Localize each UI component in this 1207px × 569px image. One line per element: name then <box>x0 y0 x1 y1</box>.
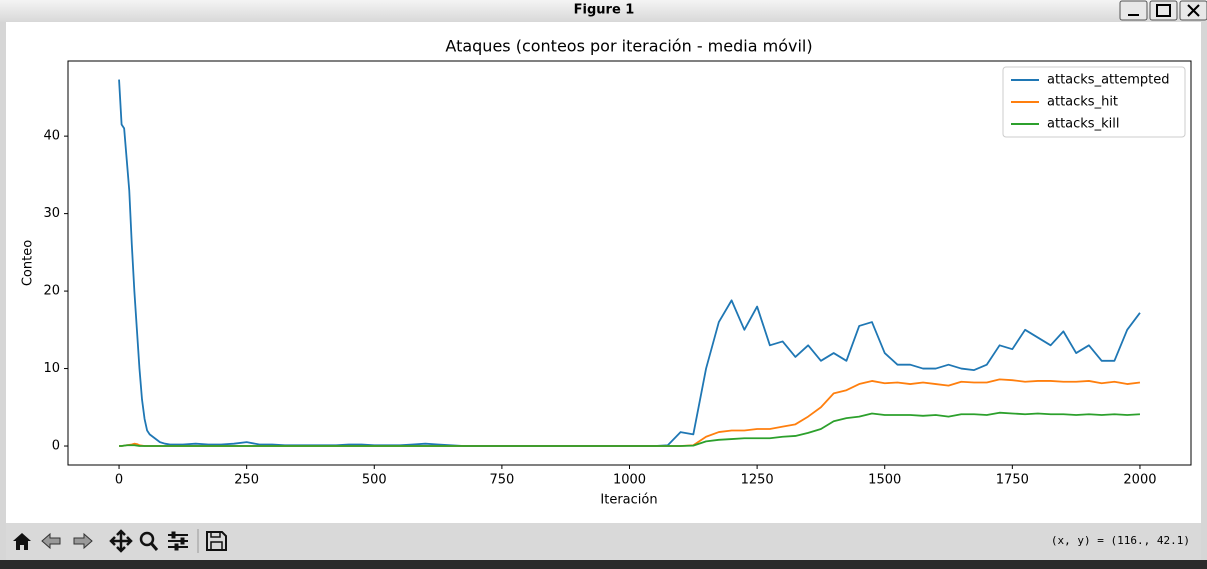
window-title: Figure 1 <box>574 3 635 18</box>
x-tick-label: 1500 <box>868 473 901 488</box>
save-icon-part <box>210 531 221 538</box>
forward-button[interactable] <box>73 532 93 550</box>
maximize-button[interactable] <box>1149 0 1178 21</box>
y-axis-label: Conteo <box>21 240 36 286</box>
x-tick-label: 1000 <box>613 473 646 488</box>
y-tick-label: 20 <box>43 284 60 299</box>
title-bar <box>0 0 1207 22</box>
x-tick-label: 1750 <box>996 473 1029 488</box>
y-tick-label: 40 <box>43 129 60 144</box>
toolbar <box>6 523 1201 560</box>
maximize-icon <box>1156 4 1171 17</box>
zoom-handle <box>149 542 159 551</box>
legend-label: attacks_kill <box>1047 117 1119 132</box>
back-button[interactable] <box>41 532 61 550</box>
home-button[interactable] <box>13 533 31 550</box>
toolbar-icons[interactable] <box>13 529 227 553</box>
axes-frame <box>67 60 1192 466</box>
y-tick-label: 30 <box>43 206 60 221</box>
legend-box <box>1002 66 1186 138</box>
window-buttons[interactable] <box>1119 0 1207 21</box>
slider <box>180 537 185 545</box>
save-icon-part <box>210 541 223 551</box>
coordinates: (x, y) = (116., 42.1) <box>1051 534 1190 547</box>
x-axis-label: Iteración <box>600 493 657 508</box>
x-tick-label: 250 <box>234 473 259 488</box>
y-tick-label: 0 <box>52 439 60 454</box>
slider <box>174 543 179 551</box>
series-line <box>118 79 1141 447</box>
x-tick-label: 750 <box>489 473 514 488</box>
bottom-strip <box>0 560 1207 569</box>
series-line <box>119 378 1141 447</box>
legend-label: attacks_hit <box>1047 95 1118 110</box>
pan-button[interactable] <box>109 529 133 553</box>
zoom-button[interactable] <box>139 531 155 547</box>
x-tick-label: 1250 <box>741 473 774 488</box>
x-tick-label: 2000 <box>1123 473 1156 488</box>
slider <box>171 531 176 539</box>
legend-label: attacks_attempted <box>1047 73 1170 88</box>
series-line <box>119 411 1141 447</box>
close-icon <box>1187 4 1200 17</box>
frame <box>0 22 6 560</box>
minimize-button[interactable] <box>1119 0 1148 21</box>
y-tick-label: 10 <box>43 361 60 376</box>
chart-title: Ataques (conteos por iteración - media m… <box>445 37 812 56</box>
x-tick-label: 500 <box>362 473 387 488</box>
frame <box>1201 22 1207 560</box>
x-tick-label: 0 <box>115 473 123 488</box>
